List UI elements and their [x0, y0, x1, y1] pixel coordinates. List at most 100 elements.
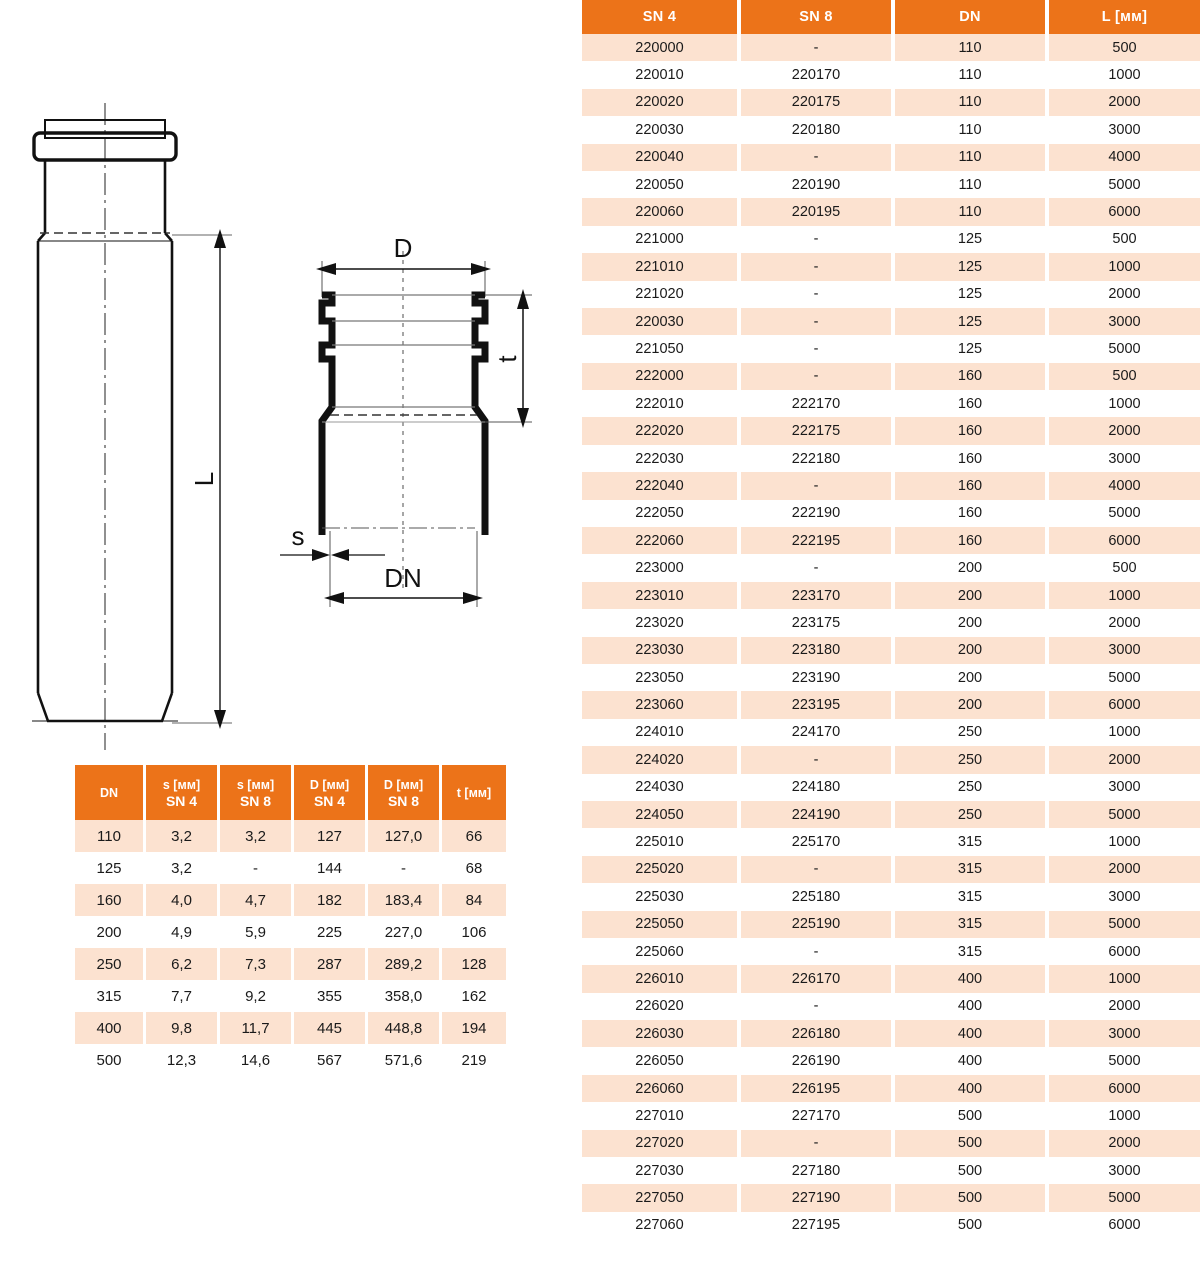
article-col-header-l: L [мм]	[1049, 0, 1200, 34]
article-cell-c1: 222195	[741, 527, 891, 555]
t-arrow-top	[517, 289, 529, 309]
dimension-cell-c0: 250	[75, 948, 143, 980]
article-cell-c0: 223060	[582, 691, 737, 719]
article-cell-c2: 200	[895, 691, 1045, 719]
article-cell-c3: 5000	[1049, 663, 1200, 692]
dim-col-header-t: t [мм]	[442, 765, 506, 820]
dimension-cell-c4: 227,0	[368, 916, 439, 948]
article-cell-c0: 223050	[582, 663, 737, 692]
article-cell-c3: 6000	[1049, 527, 1200, 555]
article-cell-c3: 3000	[1049, 307, 1200, 336]
article-table-header-row: SN 4 SN 8 DN L [мм]	[582, 0, 1200, 34]
article-cell-c0: 226050	[582, 1047, 737, 1075]
article-cell-c0: 220000	[582, 34, 737, 62]
dim-col-header-s-sn8-line2: SN 8	[239, 792, 272, 809]
socket-barrel	[43, 160, 167, 233]
article-cell-c2: 400	[895, 992, 1045, 1021]
article-table-row: 222060 222195 160 6000	[582, 527, 1200, 555]
article-cell-c0: 223030	[582, 636, 737, 664]
article-cell-c3: 3000	[1049, 636, 1200, 664]
article-cell-c1: 225170	[741, 828, 891, 856]
dim-col-header-t-line1: t [мм]	[456, 786, 492, 801]
article-cell-c3: 2000	[1049, 1129, 1200, 1158]
article-cell-c0: 224010	[582, 718, 737, 747]
article-cell-c0: 227060	[582, 1211, 737, 1240]
article-cell-c1: 220190	[741, 170, 891, 199]
article-table-row: 220000-110 500	[582, 34, 1200, 62]
article-cell-c0: 220030	[582, 116, 737, 144]
article-table-row: 226060 226195 400 6000	[582, 1074, 1200, 1103]
article-cell-c0: 226010	[582, 965, 737, 993]
article-cell-c3: 2000	[1049, 88, 1200, 117]
article-table-row: 225020-315 2000	[582, 855, 1200, 884]
dimension-cell-c0: 315	[75, 980, 143, 1012]
article-cell-c2: 125	[895, 335, 1045, 363]
article-cell-c3: 5000	[1049, 1047, 1200, 1075]
socket-collar-ring	[32, 131, 178, 162]
s-arrow-right	[312, 549, 330, 561]
article-cell-c1: -	[741, 335, 891, 363]
article-cell-c1: -	[741, 307, 891, 336]
article-cell-c2: 200	[895, 663, 1045, 692]
article-cell-c1: -	[741, 225, 891, 254]
dimension-cell-c0: 125	[75, 852, 143, 884]
article-cell-c3: 5000	[1049, 170, 1200, 199]
article-cell-c2: 400	[895, 1074, 1045, 1103]
dimension-cell-c5: 68	[442, 852, 506, 884]
article-cell-c2: 250	[895, 773, 1045, 801]
dimension-table-row: 200 4,9 5,9 225 227,0 106	[75, 916, 506, 948]
article-cell-c0: 221010	[582, 253, 737, 281]
article-cell-c1: 223195	[741, 691, 891, 719]
article-cell-c2: 110	[895, 34, 1045, 62]
article-table-row: 226010 226170 400 1000	[582, 965, 1200, 993]
dimension-table-row: 315 7,7 9,2 355 358,0 162	[75, 980, 506, 1012]
article-cell-c2: 250	[895, 746, 1045, 774]
article-cell-c3: 5000	[1049, 800, 1200, 829]
article-cell-c2: 160	[895, 417, 1045, 445]
article-cell-c3: 3000	[1049, 773, 1200, 801]
article-cell-c2: 400	[895, 965, 1045, 993]
dimension-cell-c3: 225	[294, 916, 365, 948]
article-cell-c1: 226180	[741, 1020, 891, 1048]
article-cell-c3: 500	[1049, 34, 1200, 62]
article-cell-c1: 224180	[741, 773, 891, 801]
article-cell-c2: 500	[895, 1157, 1045, 1185]
dimension-cell-c2: 3,2	[220, 820, 291, 852]
article-cell-c1: 220175	[741, 88, 891, 117]
dimension-cell-c4: 289,2	[368, 948, 439, 980]
article-cell-c2: 500	[895, 1129, 1045, 1158]
dim-col-header-d-sn4: D [мм] SN 4	[294, 765, 365, 820]
article-table-row: 222000-160 500	[582, 362, 1200, 391]
article-cell-c1: 227195	[741, 1211, 891, 1240]
dim-col-header-d-sn8: D [мм] SN 8	[368, 765, 439, 820]
article-cell-c3: 3000	[1049, 1020, 1200, 1048]
article-cell-c1: 225190	[741, 910, 891, 938]
dim-col-header-s-sn8-line1: s [мм]	[236, 778, 275, 793]
dim-col-header-dn: DN	[75, 765, 143, 820]
dimension-table-row: 125 3,2-144-68	[75, 852, 506, 884]
article-cell-c2: 200	[895, 636, 1045, 664]
article-cell-c0: 224030	[582, 773, 737, 801]
article-cell-c2: 125	[895, 225, 1045, 254]
article-cell-c0: 222030	[582, 444, 737, 473]
article-cell-c3: 5000	[1049, 335, 1200, 363]
article-table-row: 225010 225170 315 1000	[582, 828, 1200, 856]
dimension-cell-c5: 128	[442, 948, 506, 980]
article-cell-c2: 125	[895, 280, 1045, 308]
dim-col-header-s-sn4: s [мм] SN 4	[146, 765, 217, 820]
dimension-cell-c3: 445	[294, 1012, 365, 1044]
dim-col-header-s-sn4-line2: SN 4	[165, 792, 198, 809]
article-cell-c0: 223020	[582, 609, 737, 637]
article-cell-c0: 225030	[582, 883, 737, 911]
dimension-cell-c3: 127	[294, 820, 365, 852]
article-cell-c3: 6000	[1049, 937, 1200, 966]
dimension-cell-c0: 110	[75, 820, 143, 852]
dim-col-header-d-sn8-line2: SN 8	[387, 792, 420, 809]
article-cell-c2: 315	[895, 855, 1045, 884]
article-table-row: 223000-200 500	[582, 554, 1200, 582]
article-cell-c2: 315	[895, 910, 1045, 938]
article-cell-c1: -	[741, 472, 891, 500]
dimension-table-row: 250 6,2 7,3 287 289,2 128	[75, 948, 506, 980]
dimension-cell-c4: 183,4	[368, 884, 439, 916]
article-cell-c1: 222170	[741, 390, 891, 418]
